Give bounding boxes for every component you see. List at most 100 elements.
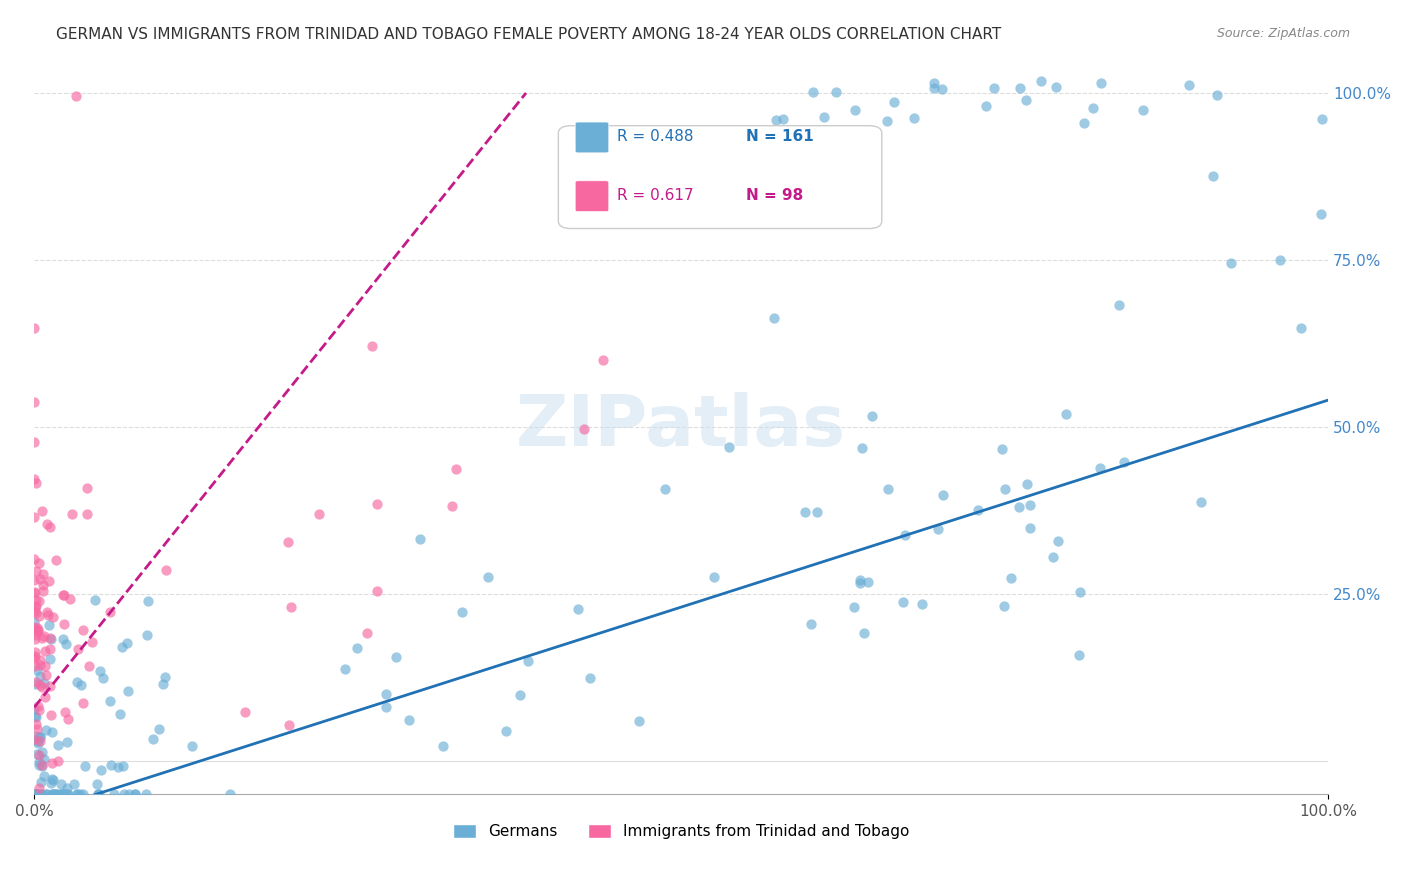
Point [856,575,879,590]
Point [927,523,949,537]
Point [509,689,531,703]
Point [62,777,84,791]
Point [37,606,59,620]
Point [52,588,75,602]
Point [69,787,91,801]
Point [24,621,46,635]
Point [30,775,52,789]
Point [991,442,1014,457]
Point [1309,206,1331,220]
Point [24,585,46,599]
Point [111,759,134,773]
Point [374,700,396,714]
Point [25,787,48,801]
Point [24,787,46,801]
Text: N = 161: N = 161 [747,129,814,145]
Point [35,787,58,801]
Point [27,734,49,748]
Point [45,787,67,801]
Point [28,678,51,692]
Point [103,787,125,801]
Text: N = 98: N = 98 [747,188,803,203]
Text: GERMAN VS IMMIGRANTS FROM TRINIDAD AND TOBAGO FEMALE POVERTY AMONG 18-24 YEAR OL: GERMAN VS IMMIGRANTS FROM TRINIDAD AND T… [56,27,1001,42]
Point [398,714,420,728]
Point [1010,81,1032,95]
Point [31,745,53,759]
Point [28,787,51,801]
Point [280,599,302,614]
Point [34,769,56,783]
Point [152,676,174,690]
Point [32,629,55,643]
Point [277,534,299,549]
Point [385,650,408,665]
Point [24,600,46,615]
FancyBboxPatch shape [558,126,882,228]
Point [25,564,48,578]
Point [25,747,48,761]
Point [654,482,676,496]
Point [34,644,56,658]
Point [375,687,398,701]
Point [25,674,48,689]
Point [762,311,785,326]
Point [35,723,58,737]
Point [66,642,89,657]
Point [31,758,53,772]
Point [66,674,89,689]
Point [1090,76,1112,90]
Point [28,730,51,744]
Point [142,732,165,747]
Point [800,616,823,631]
Point [333,662,356,676]
Point [52,588,75,602]
Point [25,717,48,731]
Point [45,553,67,567]
Point [994,483,1017,497]
Point [34,690,56,704]
Point [84,592,107,607]
Point [22,615,45,629]
Point [87,787,110,801]
Point [60,507,83,521]
Point [308,507,330,521]
Point [24,586,46,600]
Point [56,713,79,727]
Point [1015,476,1038,491]
Point [1289,321,1312,335]
Point [51,787,73,801]
Point [903,111,925,125]
Legend: Germans, Immigrants from Trinidad and Tobago: Germans, Immigrants from Trinidad and To… [447,818,915,845]
Point [34,659,56,673]
Point [52,787,75,801]
Point [883,95,905,109]
Point [45,787,67,801]
Point [37,608,59,623]
Point [46,754,69,768]
Point [58,592,80,607]
Point [155,564,177,578]
Point [37,516,59,531]
Point [91,671,114,685]
Point [218,787,240,801]
Point [27,624,49,639]
Point [25,619,48,633]
Point [24,650,46,665]
Point [53,616,76,631]
Point [842,599,865,614]
Point [65,787,87,801]
Point [931,82,953,96]
Point [135,787,157,801]
Text: ZIPatlas: ZIPatlas [516,392,846,461]
Point [75,759,97,773]
Point [844,103,866,117]
Point [1073,116,1095,130]
Point [48,739,70,753]
Text: R = 0.617: R = 0.617 [617,188,693,203]
Point [38,641,60,656]
Point [592,352,614,367]
Point [894,527,917,541]
Point [34,668,56,682]
Point [1046,533,1069,548]
Point [124,787,146,801]
